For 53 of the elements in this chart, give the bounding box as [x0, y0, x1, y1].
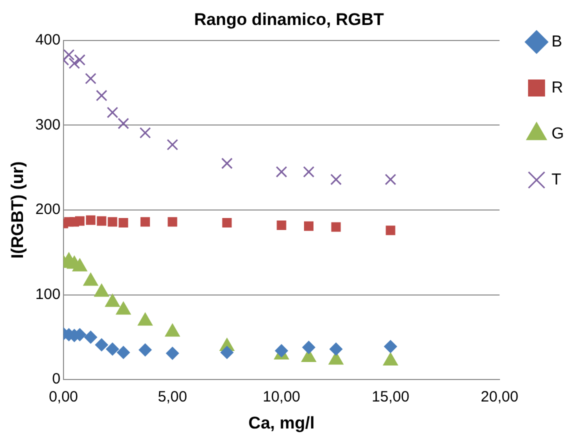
point	[118, 218, 128, 228]
point	[106, 106, 118, 118]
point	[118, 118, 130, 130]
y-tick-label: 400	[35, 32, 60, 49]
point	[220, 346, 234, 359]
y-tick-label: 0	[52, 370, 60, 388]
point	[331, 222, 341, 232]
point	[84, 330, 98, 344]
point	[68, 58, 80, 69]
point	[140, 127, 151, 139]
point	[96, 216, 106, 226]
point	[106, 342, 119, 356]
point	[138, 343, 152, 356]
point	[384, 340, 398, 354]
x-tick-label: 10,00	[262, 388, 300, 406]
y-tick-label: 300	[35, 116, 60, 134]
x-tick-label: 20,00	[480, 388, 518, 406]
chart-title: Rango dinamico, RGBT	[194, 10, 385, 29]
x-axis-title: Ca, mg/l	[248, 413, 315, 432]
point	[221, 158, 233, 170]
point	[74, 54, 86, 66]
point	[304, 221, 314, 231]
x-tick-label: 0,00	[48, 388, 78, 406]
point	[330, 342, 343, 356]
point	[86, 215, 96, 225]
point	[63, 49, 75, 61]
point	[330, 174, 342, 186]
point	[108, 217, 118, 227]
point	[166, 346, 179, 360]
point	[116, 346, 130, 359]
point	[276, 166, 288, 178]
point	[166, 139, 178, 150]
point	[84, 72, 96, 84]
point	[386, 226, 396, 236]
point	[384, 174, 396, 186]
point	[303, 166, 314, 178]
legend-label: G	[552, 125, 564, 142]
x-tick-label: 5,00	[158, 388, 188, 406]
point	[96, 90, 108, 102]
point	[276, 220, 286, 230]
point	[302, 340, 316, 354]
x-tick-label: 15,00	[372, 388, 410, 406]
point	[140, 217, 150, 227]
point	[95, 338, 108, 352]
y-axis-title: I(RGBT) (ur)	[8, 161, 27, 259]
point	[75, 216, 85, 226]
legend-label: B	[552, 33, 562, 50]
y-tick-label: 100	[35, 286, 60, 303]
point	[222, 218, 232, 228]
y-tick-label: 200	[35, 201, 60, 218]
legend-label: T	[552, 171, 562, 188]
point	[168, 217, 178, 227]
legend-label: R	[552, 79, 564, 96]
